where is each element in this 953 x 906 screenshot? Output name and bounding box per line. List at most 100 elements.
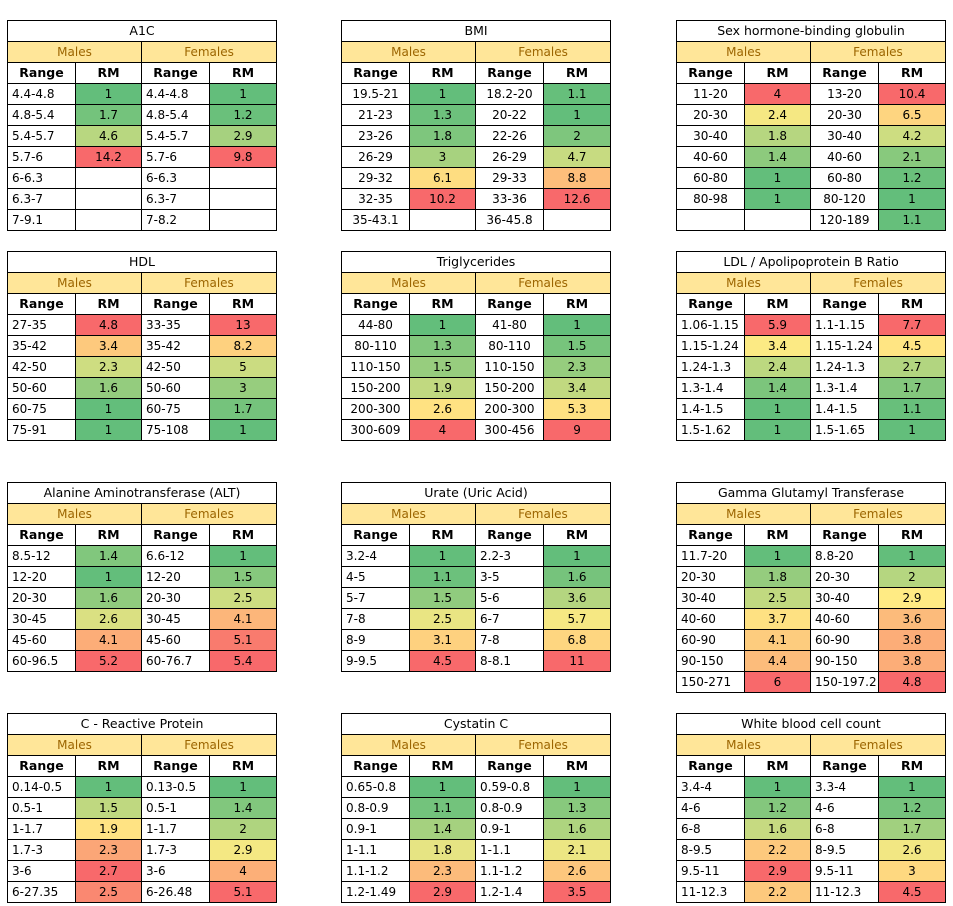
females-rm-cell: 1.2 — [878, 797, 946, 819]
females-range-cell: 8-9.5 — [810, 839, 879, 861]
females-header: Females — [141, 272, 277, 294]
males-rm-cell: 2.3 — [75, 356, 142, 378]
range-header: Range — [341, 293, 410, 315]
table-hdl: HDL Males Females Range RM Range RM 27-35 4.8 33-… — [7, 251, 277, 441]
females-range-cell: 33-35 — [141, 314, 210, 336]
males-range-cell: 60-90 — [676, 629, 745, 651]
table-title: A1C — [6, 20, 278, 42]
table-row: 0.8-0.9 1.1 0.8-0.9 1.3 — [341, 797, 612, 819]
females-rm-cell: 13 — [209, 314, 277, 336]
males-rm-cell: 1 — [409, 776, 476, 798]
females-rm-cell: 4.8 — [878, 671, 946, 693]
females-rm-cell: 2.9 — [208, 839, 278, 861]
table-row: 6-8 1.6 6-8 1.7 — [676, 818, 946, 840]
table-c-reactive-protein: C - Reactive Protein Males Females Range RM R… — [6, 713, 278, 903]
rm-header: RM — [75, 755, 142, 777]
females-rm-cell: 1 — [542, 314, 612, 336]
males-rm-cell: 1.1 — [409, 797, 476, 819]
females-range-cell: 60-75 — [141, 398, 210, 420]
males-rm-cell: 6 — [744, 671, 811, 693]
table-row: 1.3-1.4 1.4 1.3-1.4 1.7 — [676, 377, 947, 399]
females-header: Females — [474, 272, 612, 294]
females-rm-cell: 1.1 — [877, 398, 947, 420]
females-range-cell: 0.13-0.5 — [141, 776, 210, 798]
table-row: 1.1-1.2 2.3 1.1-1.2 2.6 — [341, 860, 612, 882]
females-rm-cell: 3.8 — [878, 629, 946, 651]
males-rm-cell: 1.8 — [744, 125, 811, 147]
males-rm-cell: 5.9 — [744, 314, 811, 336]
females-rm-cell: 1 — [878, 188, 946, 210]
females-range-cell: 1-1.1 — [475, 839, 544, 861]
females-rm-cell: 2.5 — [208, 587, 278, 609]
females-range-cell: 7-8 — [475, 629, 544, 651]
table-title: HDL — [7, 251, 277, 273]
males-header: Males — [341, 41, 476, 63]
males-range-cell: 11-20 — [676, 83, 745, 105]
males-rm-cell: 1.8 — [744, 566, 811, 588]
table-row: 80-110 1.3 80-110 1.5 — [341, 335, 612, 357]
males-rm-cell: 1 — [744, 167, 811, 189]
females-range-cell: 40-60 — [810, 146, 879, 168]
females-rm-cell — [208, 209, 278, 231]
females-rm-cell: 1 — [543, 545, 611, 567]
table-row: 5.7-6 14.2 5.7-6 9.8 — [7, 146, 278, 168]
males-range-cell: 60-80 — [676, 167, 745, 189]
table-row: 27-35 4.8 33-35 13 — [7, 314, 277, 336]
table-title: C - Reactive Protein — [6, 713, 278, 735]
table-row: 26-29 3 26-29 4.7 — [341, 146, 612, 168]
males-range-cell: 9-9.5 — [341, 650, 410, 672]
males-rm-cell: 2.6 — [409, 398, 476, 420]
table-row: 30-45 2.6 30-45 4.1 — [7, 608, 278, 630]
table-urate-uric-acid: Urate (Uric Acid) Males Females Range RM Rang… — [341, 482, 611, 672]
females-range-cell: 30-40 — [810, 125, 879, 147]
females-header: Females — [140, 734, 278, 756]
females-rm-cell: 9.8 — [208, 146, 278, 168]
females-rm-cell: 2 — [208, 818, 278, 840]
females-rm-cell: 4.2 — [878, 125, 946, 147]
table-title: LDL / Apolipoprotein B Ratio — [675, 251, 947, 273]
table-row: 1.5-1.62 1 1.5-1.65 1 — [676, 419, 947, 441]
females-rm-cell: 4.1 — [208, 608, 278, 630]
table-row: 1.7-3 2.3 1.7-3 2.9 — [7, 839, 278, 861]
males-range-cell: 1.15-1.24 — [676, 335, 745, 357]
males-rm-cell: 1.2 — [744, 797, 811, 819]
females-rm-cell: 11 — [543, 650, 611, 672]
males-range-cell: 11.7-20 — [676, 545, 745, 567]
table-row: 44-80 1 41-80 1 — [341, 314, 612, 336]
range-header: Range — [475, 62, 544, 84]
males-range-cell: 0.65-0.8 — [341, 776, 410, 798]
females-rm-cell: 10.4 — [878, 83, 946, 105]
range-header: Range — [141, 524, 210, 546]
table-row: 1.24-1.3 2.4 1.24-1.3 2.7 — [676, 356, 947, 378]
males-range-cell: 1.1-1.2 — [341, 860, 410, 882]
males-range-cell: 110-150 — [341, 356, 410, 378]
females-range-cell: 6-8 — [810, 818, 879, 840]
females-rm-cell: 1.1 — [542, 83, 612, 105]
males-range-cell: 3.4-4 — [676, 776, 745, 798]
rm-header: RM — [208, 62, 278, 84]
females-rm-cell: 1 — [542, 776, 612, 798]
males-range-cell — [676, 209, 745, 231]
rm-header: RM — [878, 524, 946, 546]
males-rm-cell: 1 — [744, 545, 811, 567]
males-header: Males — [7, 503, 142, 525]
males-rm-cell: 6.1 — [409, 167, 476, 189]
females-range-cell: 36-45.8 — [475, 209, 544, 231]
females-range-cell: 0.5-1 — [141, 797, 210, 819]
table-row: 200-300 2.6 200-300 5.3 — [341, 398, 612, 420]
males-rm-cell: 1.7 — [75, 104, 142, 126]
females-range-cell: 20-22 — [475, 104, 544, 126]
females-range-cell: 6-7 — [475, 608, 544, 630]
males-rm-cell: 1.6 — [75, 587, 142, 609]
males-rm-cell: 4.4 — [744, 650, 811, 672]
table-row: 8-9 3.1 7-8 6.8 — [341, 629, 611, 651]
table-row: 35-43.1 36-45.8 — [341, 209, 612, 231]
males-range-cell: 27-35 — [7, 314, 76, 336]
range-header: Range — [141, 62, 210, 84]
males-range-cell: 20-30 — [7, 587, 76, 609]
males-range-cell: 4-6 — [676, 797, 745, 819]
females-rm-cell: 1 — [877, 419, 947, 441]
table-title: Alanine Aminotransferase (ALT) — [6, 482, 278, 504]
table-row: 40-60 3.7 40-60 3.6 — [676, 608, 946, 630]
rm-header: RM — [542, 755, 612, 777]
